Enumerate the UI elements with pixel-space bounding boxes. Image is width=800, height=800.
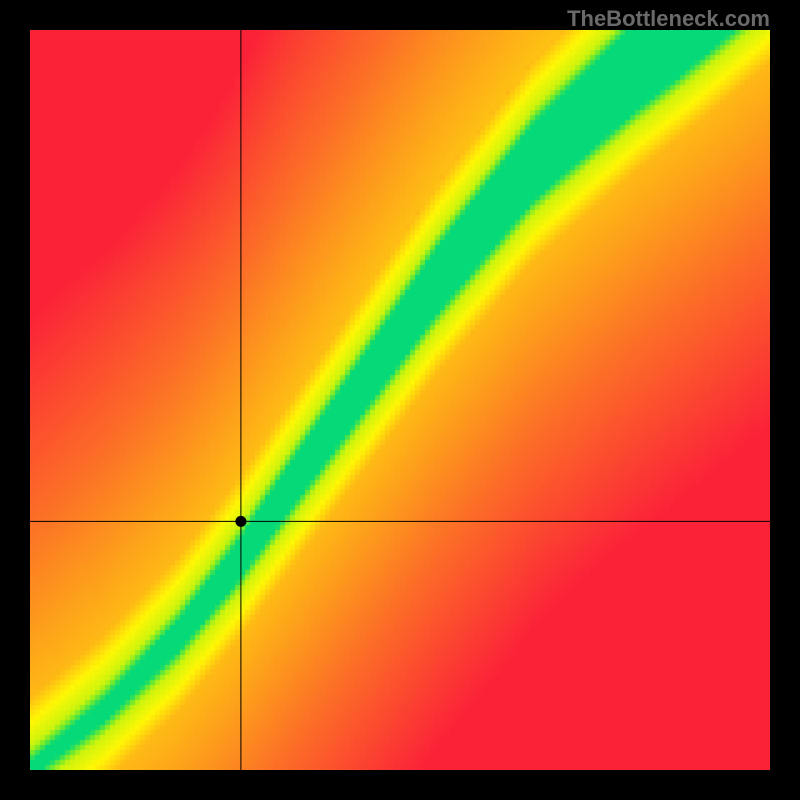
chart-container: TheBottleneck.com xyxy=(0,0,800,800)
watermark-text: TheBottleneck.com xyxy=(567,6,770,32)
plot-area xyxy=(30,30,770,770)
heatmap-canvas xyxy=(30,30,770,770)
